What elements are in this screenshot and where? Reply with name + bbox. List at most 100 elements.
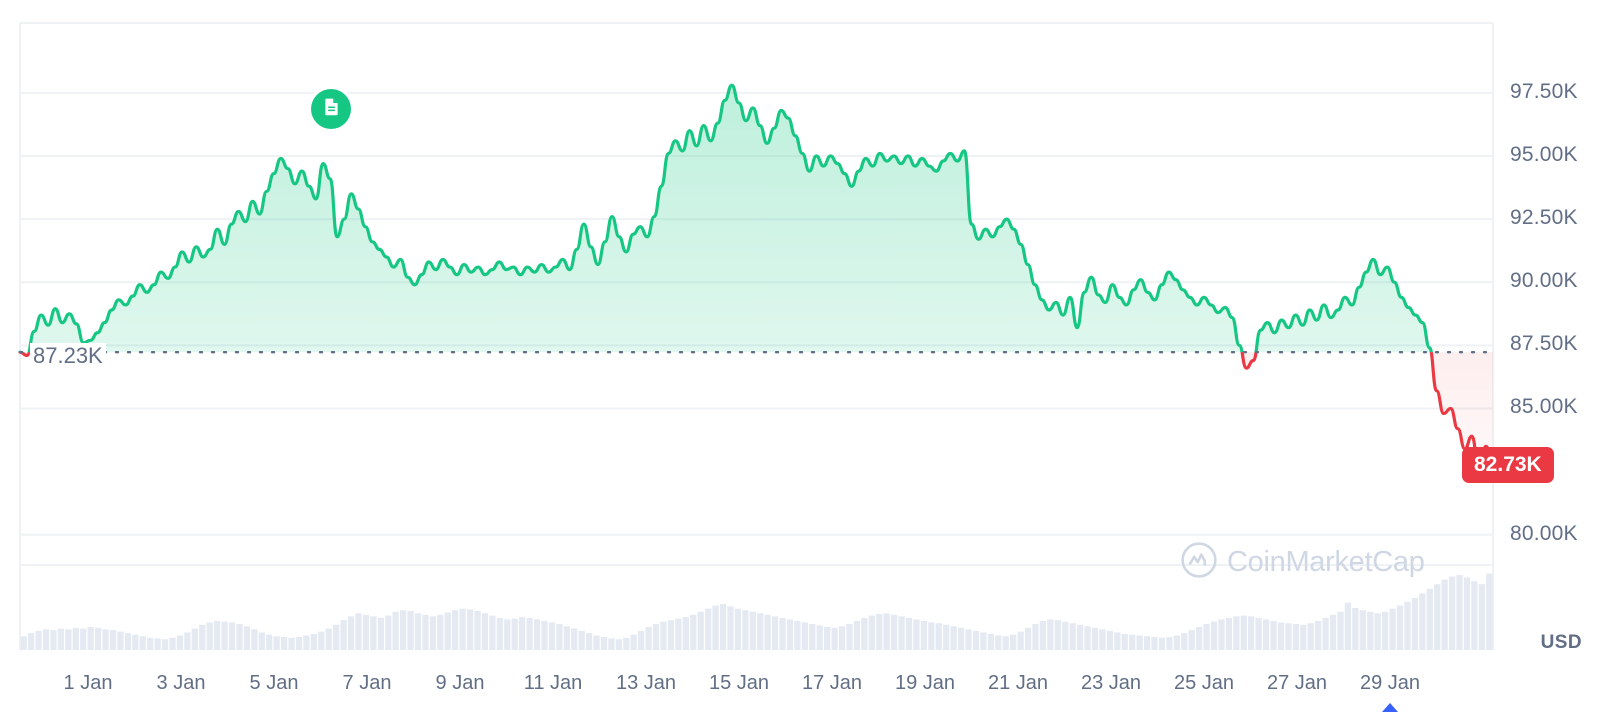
volume-bar [1010,634,1017,650]
volume-bar [928,622,935,650]
volume-bar [407,610,414,651]
volume-bar [273,636,280,650]
volume-bar [682,617,689,650]
volume-bar [824,627,831,650]
volume-bar [370,616,377,650]
volume-bar [236,623,243,650]
volume-bar [831,627,838,650]
volume-bar [697,611,704,650]
volume-bar [809,623,816,650]
volume-bar [169,637,176,650]
volume-bar [377,617,384,650]
volume-bar [1039,620,1047,650]
volume-bar [1300,624,1307,650]
volume-bar [28,633,35,650]
volume-bar [1486,573,1493,650]
volume-bar [1054,620,1061,650]
start-price-label: 87.23K [30,343,106,370]
volume-bar [1076,624,1084,650]
volume-bar [838,626,846,650]
volume-bar [1322,617,1329,650]
volume-bar [385,615,392,651]
price-line-negative [18,352,1495,471]
volume-bar [623,637,630,650]
volume-bar [652,623,660,650]
volume-bar [124,633,131,650]
volume-bar [295,637,303,651]
volume-bar [1047,619,1054,650]
volume-bar [481,613,489,650]
volume-bar [266,634,273,650]
volume-bar [957,627,965,650]
volume-bar [1411,597,1419,650]
volume-bar [318,631,325,650]
volume-bar [868,615,875,651]
volume-bar [764,614,771,650]
volume-bar [333,624,340,650]
volume-bar [556,623,563,650]
volume-bar [1389,608,1396,650]
x-axis-tick-label: 9 Jan [435,672,485,694]
volume-bar [139,636,146,650]
volume-bar [422,614,429,650]
volume-bar [20,636,27,650]
volume-bar [437,614,444,650]
volume-bar [526,617,533,650]
volume-bar [965,629,972,651]
volume-bar [459,608,466,650]
news-event-marker[interactable] [311,88,352,129]
volume-bar [645,627,652,650]
volume-bar [801,622,808,650]
y-axis-tick-label: 80.00K [1510,521,1578,545]
volume-bar [1225,617,1233,650]
last-price-badge: 82.73K [1462,446,1554,483]
volume-bar [161,639,169,650]
volume-bar [719,604,727,650]
volume-bar [1181,633,1188,650]
volume-bar [35,630,42,651]
volume-bar [757,613,764,650]
volume-bar [1367,611,1374,650]
volume-bar [1106,630,1113,651]
y-axis-tick-label: 95.00K [1510,142,1578,166]
volume-bar [905,617,913,650]
volume-bar [1091,627,1099,650]
x-axis-tick-label: 23 Jan [1080,672,1142,694]
volume-bar [972,630,980,651]
volume-bar [310,633,317,650]
volume-bar [65,629,72,651]
today-marker-triangle [1382,703,1398,712]
volume-bar [214,620,221,650]
currency-label: USD [1540,632,1582,653]
volume-bar [400,610,407,650]
volume-bar [1478,584,1485,650]
volume-bar [794,620,801,650]
volume-bar [1337,611,1344,650]
volume-bar [779,617,786,650]
volume-bar [675,618,682,650]
volume-bar [340,620,347,650]
volume-bar [325,628,332,650]
volume-bar [199,624,206,650]
volume-bar [489,615,496,651]
volume-bar [176,635,184,650]
volume-bar [548,622,556,650]
x-axis-tick-label: 19 Jan [894,672,956,694]
volume-bar [853,620,861,650]
volume-bar [347,616,355,650]
volume-bar [1136,635,1143,650]
x-axis-tick-label: 5 Jan [249,672,299,694]
volume-bar [1129,634,1136,650]
volume-bar [72,627,79,650]
volume-bar [504,619,511,650]
volume-bar [221,621,228,650]
x-axis-tick-label: 13 Jan [615,672,677,694]
volume-bar [861,617,868,650]
volume-bar [258,632,265,650]
volume-bar [1262,619,1270,650]
volume-bar [280,637,288,651]
volume-bar [920,620,928,650]
volume-bar [206,622,213,650]
